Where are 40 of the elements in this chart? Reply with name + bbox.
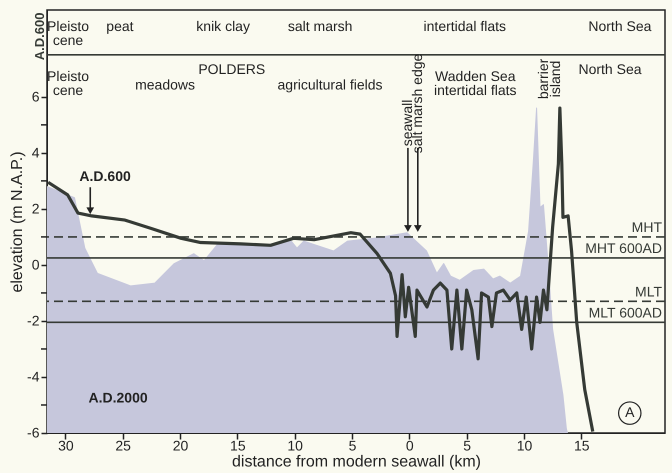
annotation: meadows xyxy=(135,76,195,93)
y-tick-label: 6 xyxy=(32,88,40,104)
annotation: North Sea xyxy=(588,18,652,34)
annotation: Wadden Sea intertidal flats xyxy=(434,68,517,98)
annotation: agricultural fields xyxy=(278,76,383,93)
x-tick-label: 5 xyxy=(348,438,357,454)
annotation: knik clay xyxy=(196,18,250,34)
x-tick-label: 10 xyxy=(287,438,304,454)
ref-line-label: A.D.600 xyxy=(32,12,47,60)
x-tick-label: 20 xyxy=(172,438,188,454)
ref-line-label: MHT 600AD xyxy=(585,240,662,256)
annotation: salt marsh xyxy=(288,18,352,34)
ref-line-label: MLT xyxy=(635,283,662,300)
annotation: intertidal flats xyxy=(424,18,506,34)
annotation: A.D.600 xyxy=(79,168,131,184)
x-axis-title: distance from modern seawall (km) xyxy=(232,454,481,470)
y-axis-title: elevation (m N.A.P.) xyxy=(9,151,26,293)
annotation: A xyxy=(625,404,636,420)
y-tick-label: 0 xyxy=(32,256,40,272)
x-tick-label: 25 xyxy=(115,438,132,454)
annotation: Pleisto cene xyxy=(46,68,90,98)
ref-line-label: MLT 600AD xyxy=(588,304,662,320)
y-tick-label: -2 xyxy=(27,312,40,328)
annotation: A.D.2000 xyxy=(88,390,148,406)
x-tick-label: 10 xyxy=(516,438,532,454)
x-tick-label: 30 xyxy=(58,438,74,454)
annotation: barrier island xyxy=(534,58,563,100)
x-tick-label: 15 xyxy=(230,438,246,454)
y-tick-label: -4 xyxy=(27,368,40,384)
y-tick-label: -6 xyxy=(27,424,40,440)
annotation: POLDERS xyxy=(198,61,266,78)
ref-line-label: MHT xyxy=(632,218,662,235)
y-tick-label: 4 xyxy=(32,144,40,160)
x-tick-label: 0 xyxy=(406,438,414,454)
x-tick-label: 15 xyxy=(574,438,590,454)
annotation: peat xyxy=(106,18,134,34)
y-tick-label: 2 xyxy=(32,200,40,216)
annotation: Pleisto cene xyxy=(46,18,90,48)
annotation: North Sea xyxy=(578,61,642,78)
x-tick-label: 5 xyxy=(463,438,472,454)
